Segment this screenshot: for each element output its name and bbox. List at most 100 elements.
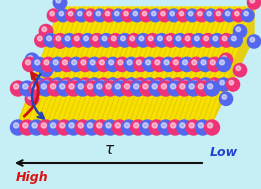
Circle shape — [130, 81, 146, 96]
Circle shape — [146, 80, 151, 85]
Circle shape — [180, 57, 194, 72]
Circle shape — [164, 80, 169, 85]
Circle shape — [201, 34, 215, 47]
Circle shape — [65, 36, 70, 41]
Circle shape — [161, 84, 167, 89]
Circle shape — [11, 121, 25, 134]
Circle shape — [220, 60, 224, 65]
Circle shape — [96, 11, 100, 16]
Circle shape — [32, 123, 37, 128]
Circle shape — [216, 11, 221, 16]
Circle shape — [106, 84, 111, 89]
Circle shape — [42, 66, 47, 71]
Circle shape — [133, 57, 148, 72]
Circle shape — [208, 84, 213, 89]
Circle shape — [217, 78, 230, 91]
Circle shape — [226, 11, 230, 16]
Circle shape — [158, 120, 173, 135]
Circle shape — [115, 84, 120, 89]
Circle shape — [41, 123, 46, 128]
Circle shape — [183, 34, 196, 47]
Circle shape — [84, 36, 88, 41]
Circle shape — [177, 9, 189, 22]
Circle shape — [115, 11, 119, 16]
Circle shape — [182, 60, 187, 65]
Circle shape — [173, 34, 187, 47]
Circle shape — [57, 120, 72, 135]
Circle shape — [56, 36, 61, 41]
Circle shape — [32, 78, 46, 91]
Circle shape — [188, 11, 193, 16]
Circle shape — [204, 9, 217, 22]
Circle shape — [25, 53, 39, 67]
Circle shape — [72, 80, 77, 85]
Circle shape — [152, 57, 166, 72]
Circle shape — [189, 84, 194, 89]
Circle shape — [236, 27, 241, 32]
Circle shape — [205, 121, 219, 134]
Circle shape — [103, 81, 118, 96]
Circle shape — [198, 123, 204, 128]
Circle shape — [10, 120, 26, 135]
Circle shape — [20, 81, 35, 96]
Circle shape — [14, 123, 19, 128]
Circle shape — [25, 92, 39, 106]
Circle shape — [235, 11, 239, 16]
Circle shape — [97, 123, 102, 128]
Circle shape — [69, 84, 74, 89]
Circle shape — [14, 84, 19, 89]
Circle shape — [186, 9, 199, 22]
Circle shape — [125, 78, 138, 91]
Circle shape — [158, 36, 162, 41]
Circle shape — [53, 0, 67, 9]
Circle shape — [137, 80, 141, 85]
Circle shape — [176, 36, 181, 41]
Circle shape — [28, 94, 33, 99]
Circle shape — [50, 57, 65, 72]
Circle shape — [32, 57, 46, 72]
Circle shape — [106, 78, 120, 91]
Circle shape — [198, 57, 212, 72]
Circle shape — [97, 78, 110, 91]
Circle shape — [168, 120, 182, 135]
Circle shape — [57, 9, 69, 22]
Circle shape — [109, 60, 114, 65]
Circle shape — [50, 11, 54, 16]
Circle shape — [192, 34, 205, 47]
Circle shape — [115, 57, 129, 72]
Circle shape — [194, 36, 199, 41]
Circle shape — [72, 34, 85, 47]
Circle shape — [207, 123, 213, 128]
Circle shape — [158, 81, 173, 96]
Circle shape — [185, 36, 190, 41]
Circle shape — [41, 84, 46, 89]
Circle shape — [173, 60, 178, 65]
Circle shape — [62, 34, 76, 47]
Circle shape — [87, 11, 91, 16]
Circle shape — [211, 80, 215, 85]
Circle shape — [208, 78, 221, 91]
Circle shape — [23, 123, 28, 128]
Circle shape — [162, 78, 175, 91]
Circle shape — [210, 60, 215, 65]
Circle shape — [106, 123, 111, 128]
Circle shape — [94, 81, 109, 96]
Circle shape — [84, 9, 97, 22]
Circle shape — [167, 9, 180, 22]
Circle shape — [75, 120, 90, 135]
Circle shape — [210, 34, 224, 47]
Circle shape — [177, 120, 192, 135]
Circle shape — [56, 0, 61, 3]
Circle shape — [189, 123, 194, 128]
Circle shape — [170, 84, 176, 89]
Circle shape — [192, 60, 197, 65]
Circle shape — [112, 81, 127, 96]
Circle shape — [222, 36, 227, 41]
Circle shape — [93, 9, 106, 22]
Circle shape — [75, 81, 90, 96]
Circle shape — [205, 82, 219, 95]
Circle shape — [171, 78, 184, 91]
Circle shape — [109, 34, 122, 47]
Circle shape — [134, 123, 139, 128]
Circle shape — [57, 81, 72, 96]
